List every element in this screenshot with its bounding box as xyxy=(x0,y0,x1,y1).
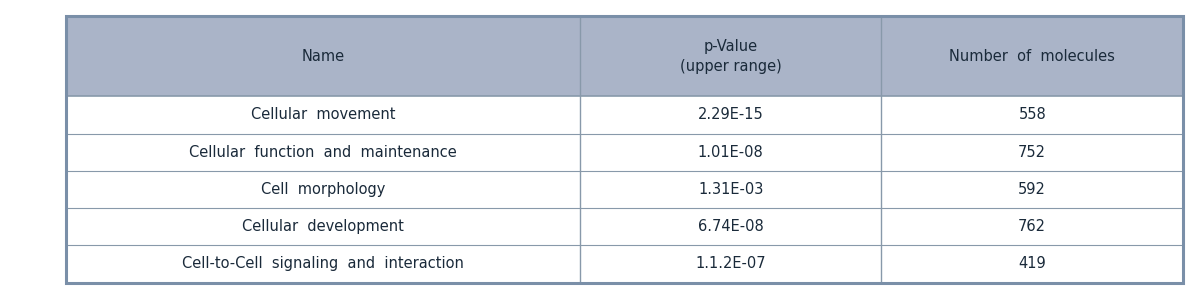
Text: Cellular  development: Cellular development xyxy=(243,219,404,234)
Text: 2.29E-15: 2.29E-15 xyxy=(698,107,764,122)
Text: 1.31E-03: 1.31E-03 xyxy=(698,182,764,197)
Text: p-Value
(upper range): p-Value (upper range) xyxy=(680,39,782,74)
Text: 592: 592 xyxy=(1018,182,1046,197)
Bar xyxy=(66,245,1183,283)
Text: 558: 558 xyxy=(1018,107,1046,122)
Text: 419: 419 xyxy=(1018,257,1046,271)
Text: Cell-to-Cell  signaling  and  interaction: Cell-to-Cell signaling and interaction xyxy=(183,257,464,271)
Bar xyxy=(66,134,1183,171)
Bar xyxy=(66,16,1183,96)
Bar xyxy=(66,16,1183,283)
Text: 752: 752 xyxy=(1018,145,1046,160)
Text: 6.74E-08: 6.74E-08 xyxy=(698,219,764,234)
Text: 1.1.2E-07: 1.1.2E-07 xyxy=(695,257,766,271)
Text: 1.01E-08: 1.01E-08 xyxy=(698,145,764,160)
Text: Number  of  molecules: Number of molecules xyxy=(949,49,1116,64)
Bar xyxy=(66,171,1183,208)
Bar xyxy=(66,208,1183,245)
Text: Name: Name xyxy=(301,49,345,64)
Bar xyxy=(66,96,1183,134)
Text: Cellular  movement: Cellular movement xyxy=(251,107,395,122)
Text: Cell  morphology: Cell morphology xyxy=(261,182,386,197)
Text: 762: 762 xyxy=(1018,219,1046,234)
Text: Cellular  function  and  maintenance: Cellular function and maintenance xyxy=(189,145,456,160)
